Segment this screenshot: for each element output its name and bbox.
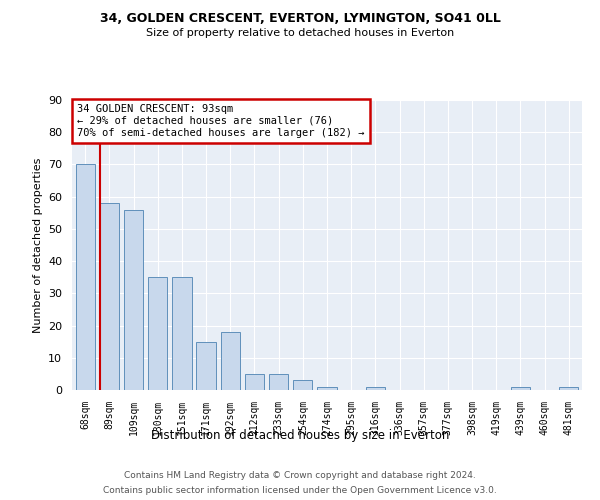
Bar: [76, 164, 95, 390]
Text: Contains HM Land Registry data © Crown copyright and database right 2024.: Contains HM Land Registry data © Crown c…: [124, 471, 476, 480]
Bar: [100, 203, 119, 390]
Bar: [365, 387, 385, 390]
Bar: [317, 387, 337, 390]
Bar: [148, 277, 167, 390]
Bar: [293, 380, 313, 390]
Text: 34 GOLDEN CRESCENT: 93sqm
← 29% of detached houses are smaller (76)
70% of semi-: 34 GOLDEN CRESCENT: 93sqm ← 29% of detac…: [77, 104, 365, 138]
Text: Distribution of detached houses by size in Everton: Distribution of detached houses by size …: [151, 428, 449, 442]
Bar: [559, 387, 578, 390]
Bar: [245, 374, 264, 390]
Bar: [196, 342, 216, 390]
Text: 34, GOLDEN CRESCENT, EVERTON, LYMINGTON, SO41 0LL: 34, GOLDEN CRESCENT, EVERTON, LYMINGTON,…: [100, 12, 500, 26]
Text: Size of property relative to detached houses in Everton: Size of property relative to detached ho…: [146, 28, 454, 38]
Bar: [172, 277, 191, 390]
Bar: [124, 210, 143, 390]
Bar: [269, 374, 289, 390]
Bar: [221, 332, 240, 390]
Text: Contains public sector information licensed under the Open Government Licence v3: Contains public sector information licen…: [103, 486, 497, 495]
Bar: [511, 387, 530, 390]
Y-axis label: Number of detached properties: Number of detached properties: [32, 158, 43, 332]
